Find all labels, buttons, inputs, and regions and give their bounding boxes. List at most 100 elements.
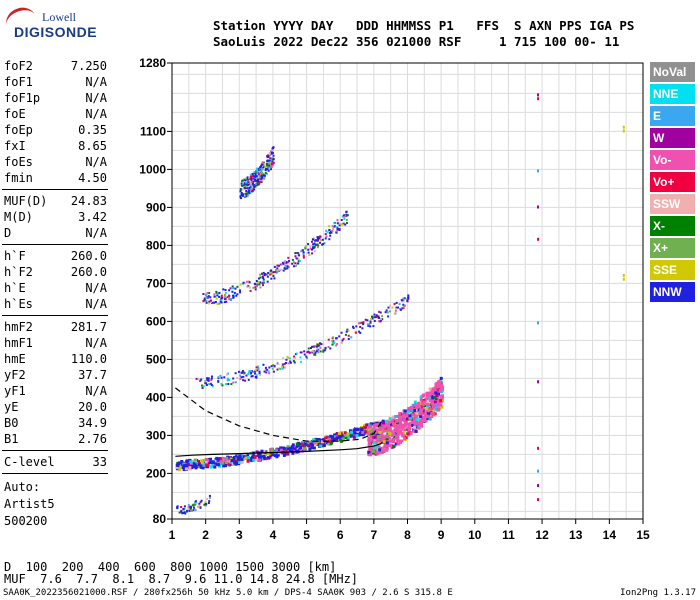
echo-point bbox=[220, 294, 223, 297]
echo-point bbox=[434, 391, 438, 395]
param-value: 3.42 bbox=[78, 210, 107, 224]
echo-point bbox=[327, 345, 330, 348]
echo-point bbox=[293, 361, 296, 364]
y-tick-label: 80 bbox=[153, 512, 167, 526]
echo-point bbox=[399, 308, 402, 311]
echo-point bbox=[242, 379, 245, 382]
echo-point bbox=[275, 455, 279, 459]
echo-point bbox=[248, 187, 251, 190]
echo-point bbox=[309, 245, 312, 248]
echo-point bbox=[403, 409, 407, 413]
echo-point bbox=[245, 190, 248, 193]
echo-point bbox=[205, 383, 208, 386]
echo-point bbox=[205, 465, 209, 469]
echo-point bbox=[438, 382, 442, 386]
echo-point bbox=[322, 438, 326, 442]
echo-point bbox=[324, 233, 327, 236]
echo-point bbox=[313, 441, 317, 445]
echo-point bbox=[327, 338, 330, 341]
echo-point bbox=[188, 466, 192, 470]
isolated-echo bbox=[537, 237, 540, 241]
echo-point bbox=[345, 211, 348, 214]
echo-point bbox=[307, 347, 310, 350]
echo-point bbox=[411, 413, 415, 417]
echo-point bbox=[218, 464, 222, 468]
echo-point bbox=[252, 187, 255, 190]
y-tick-label: 400 bbox=[146, 390, 166, 404]
echo-point bbox=[202, 293, 205, 296]
echo-point bbox=[209, 300, 212, 303]
echo-point bbox=[303, 449, 307, 453]
echo-point bbox=[360, 428, 364, 432]
param-separator bbox=[2, 315, 108, 316]
echo-point bbox=[432, 388, 436, 392]
echo-point bbox=[297, 442, 301, 446]
param-name: foEp bbox=[4, 123, 33, 137]
echo-point bbox=[385, 447, 389, 451]
echo-point bbox=[200, 499, 203, 502]
echo-point bbox=[331, 436, 335, 440]
echo-point bbox=[426, 397, 430, 401]
echo-point bbox=[400, 423, 404, 427]
echo-point bbox=[185, 459, 189, 463]
echo-point bbox=[425, 410, 429, 414]
echo-point bbox=[425, 405, 429, 409]
echo-point bbox=[298, 254, 301, 257]
echo-point bbox=[270, 151, 273, 154]
echo-point bbox=[366, 323, 369, 326]
echo-point bbox=[192, 462, 196, 466]
echo-point bbox=[268, 455, 272, 459]
echo-point bbox=[205, 296, 208, 299]
x-tick-label: 2 bbox=[202, 528, 209, 542]
echo-point bbox=[259, 170, 262, 173]
echo-point bbox=[394, 415, 398, 419]
echo-point bbox=[247, 378, 250, 381]
echo-point bbox=[265, 172, 268, 175]
echo-point bbox=[395, 306, 398, 309]
legend-item: E bbox=[650, 106, 695, 126]
echo-point bbox=[224, 288, 227, 291]
param-value: N/A bbox=[85, 226, 107, 240]
echo-point bbox=[321, 243, 324, 246]
echo-point bbox=[388, 419, 392, 423]
echo-point bbox=[301, 441, 305, 445]
echo-point bbox=[272, 160, 275, 163]
echo-point bbox=[402, 303, 405, 306]
echo-point bbox=[221, 293, 224, 296]
echo-point bbox=[218, 302, 221, 305]
echo-point bbox=[264, 366, 267, 369]
echo-point bbox=[248, 181, 251, 184]
echo-point bbox=[390, 433, 394, 437]
echo-point bbox=[368, 439, 372, 443]
echo-point bbox=[333, 225, 336, 228]
echo-point bbox=[186, 462, 190, 466]
echo-point bbox=[385, 441, 389, 445]
echo-point bbox=[240, 371, 243, 374]
legend-item: Vo- bbox=[650, 150, 695, 170]
echo-point bbox=[254, 183, 257, 186]
echo-point bbox=[367, 441, 371, 445]
echo-point bbox=[250, 181, 253, 184]
echo-point bbox=[245, 194, 248, 197]
echo-point bbox=[375, 315, 378, 318]
echo-point bbox=[250, 370, 253, 373]
echo-point bbox=[321, 238, 324, 241]
echo-point bbox=[216, 458, 220, 462]
y-tick-label: 200 bbox=[146, 466, 166, 480]
echo-point bbox=[284, 268, 287, 271]
echo-point bbox=[273, 277, 276, 280]
echo-point bbox=[437, 402, 441, 406]
isolated-echo bbox=[537, 484, 540, 488]
echo-point bbox=[244, 183, 247, 186]
echo-point bbox=[243, 184, 246, 187]
legend-item: SSE bbox=[650, 260, 695, 280]
param-row: h`F2 260.0 bbox=[4, 264, 107, 280]
echo-point bbox=[376, 452, 380, 456]
echo-point bbox=[232, 381, 235, 384]
echo-point bbox=[312, 243, 315, 246]
echo-point bbox=[425, 414, 429, 418]
echo-point bbox=[419, 424, 423, 428]
param-name: MUF(D) bbox=[4, 194, 48, 208]
param-row: h`F 260.0 bbox=[4, 248, 107, 264]
echo-point bbox=[386, 426, 390, 430]
